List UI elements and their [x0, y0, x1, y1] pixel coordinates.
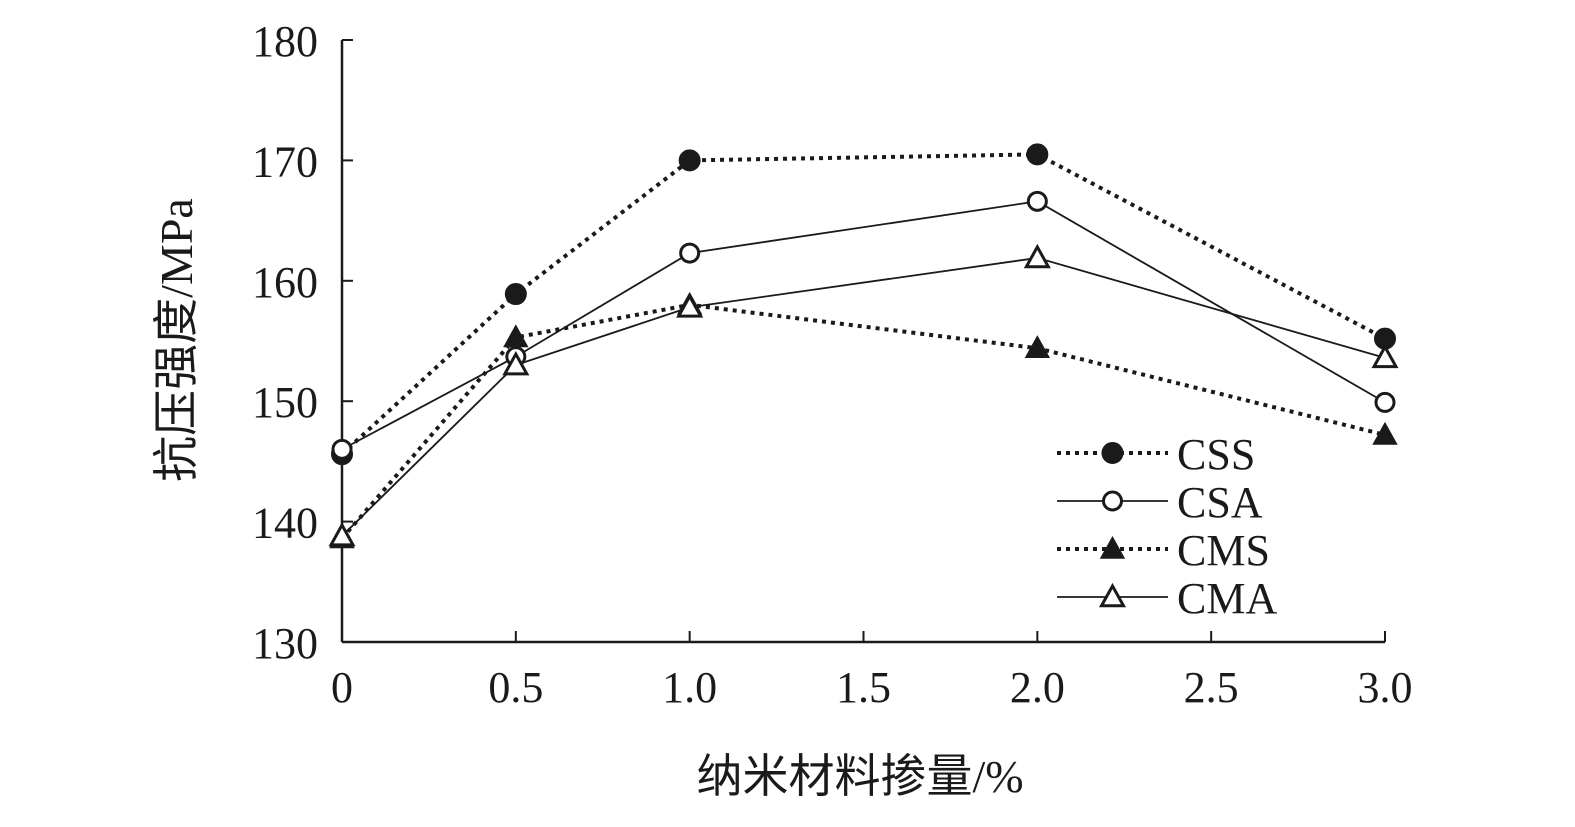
y-tick-label: 130 — [252, 619, 318, 668]
data-point-csa — [1026, 190, 1048, 212]
legend-marker — [1098, 582, 1127, 608]
series-line-csa — [341, 200, 1386, 451]
data-point-cma — [676, 293, 704, 318]
x-axis-label: 纳米材料掺量/% — [696, 751, 1023, 802]
x-tick-label: 1.0 — [662, 663, 717, 712]
y-axis-label: 抗压强度/MPa — [151, 198, 202, 482]
data-point-css — [678, 149, 701, 172]
legend-item-cms: CMS — [1057, 526, 1270, 575]
tick-labels: 0 0.5 1.0 1.5 2.0 2.5 3.0 130 140 150 160 170 180 — [252, 17, 1413, 712]
legend-label: CMS — [1177, 526, 1270, 575]
data-point-cms — [1024, 335, 1051, 359]
data-point-csa — [679, 242, 701, 264]
legend-marker — [1102, 490, 1123, 512]
data-point-cma — [1371, 343, 1399, 369]
x-tick-label: 2.0 — [1010, 663, 1065, 712]
series-css — [331, 143, 1396, 466]
data-point-cma — [502, 350, 530, 376]
data-point-csa — [1374, 391, 1396, 413]
legend-marker — [1101, 442, 1124, 464]
legend-label: CSS — [1177, 430, 1255, 479]
legend-label: CMA — [1177, 574, 1277, 623]
legend-marker — [1099, 535, 1126, 559]
y-tick-label: 180 — [252, 17, 318, 66]
y-tick-label: 170 — [252, 137, 318, 186]
data-point-css — [1026, 143, 1049, 166]
data-point-cma — [328, 521, 356, 547]
legend-item-css: CSS — [1057, 430, 1255, 479]
series-cma — [328, 243, 1399, 547]
x-tick-label: 3.0 — [1358, 663, 1413, 712]
data-point-cma — [1023, 243, 1051, 269]
data-point-csa — [331, 438, 353, 460]
y-tick-label: 150 — [252, 378, 318, 427]
series-layer — [328, 143, 1399, 549]
data-point-css — [504, 283, 527, 306]
x-tick-label: 0 — [331, 663, 353, 712]
legend-item-cma: CMA — [1057, 574, 1277, 623]
series-csa — [331, 190, 1396, 460]
y-tick-label: 160 — [252, 258, 318, 307]
data-point-cms — [503, 324, 529, 348]
legend-label: CSA — [1177, 478, 1263, 527]
x-tick-label: 2.5 — [1184, 663, 1239, 712]
y-tick-label: 140 — [252, 499, 318, 548]
x-tick-label: 0.5 — [488, 663, 543, 712]
x-tick-label: 1.5 — [836, 663, 891, 712]
data-point-cms — [1372, 421, 1398, 445]
legend-item-csa: CSA — [1057, 478, 1263, 527]
series-line-css — [340, 152, 1386, 456]
